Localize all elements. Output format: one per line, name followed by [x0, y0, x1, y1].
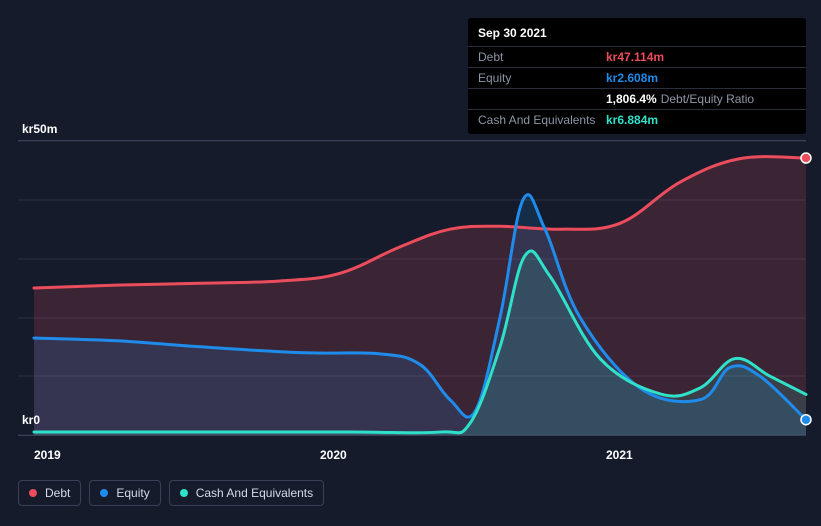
- y-axis-label: kr50m: [22, 122, 57, 136]
- tooltip-row: Debtkr47.114m: [468, 46, 806, 67]
- legend-item-cash-and-equivalents[interactable]: Cash And Equivalents: [169, 480, 324, 506]
- x-axis-label: 2019: [34, 448, 61, 462]
- tooltip-value: kr2.608m: [606, 71, 658, 85]
- legend-label: Cash And Equivalents: [196, 486, 313, 500]
- chart-legend: Debt Equity Cash And Equivalents: [18, 480, 324, 506]
- tooltip-row: Cash And Equivalentskr6.884m: [468, 109, 806, 134]
- tooltip-label: Cash And Equivalents: [478, 113, 606, 127]
- chart-tooltip: Sep 30 2021 Debtkr47.114mEquitykr2.608m1…: [468, 18, 806, 134]
- x-axis-label: 2021: [606, 448, 633, 462]
- tooltip-label: Equity: [478, 71, 606, 85]
- y-axis-label: kr0: [22, 413, 40, 427]
- tooltip-date: Sep 30 2021: [468, 18, 806, 46]
- tooltip-value: 1,806.4%Debt/Equity Ratio: [606, 92, 754, 106]
- tooltip-row: 1,806.4%Debt/Equity Ratio: [468, 88, 806, 109]
- tooltip-row: Equitykr2.608m: [468, 67, 806, 88]
- legend-dot-icon: [100, 489, 108, 497]
- legend-dot-icon: [29, 489, 37, 497]
- tooltip-sublabel: Debt/Equity Ratio: [661, 92, 754, 106]
- x-axis-label: 2020: [320, 448, 347, 462]
- tooltip-value: kr47.114m: [606, 50, 664, 64]
- tooltip-label: [478, 92, 606, 106]
- legend-label: Debt: [45, 486, 70, 500]
- legend-item-equity[interactable]: Equity: [89, 480, 160, 506]
- legend-dot-icon: [180, 489, 188, 497]
- tooltip-label: Debt: [478, 50, 606, 64]
- legend-item-debt[interactable]: Debt: [18, 480, 81, 506]
- financial-chart: kr50mkr0 201920202021 Sep 30 2021 Debtkr…: [0, 0, 821, 526]
- tooltip-value: kr6.884m: [606, 113, 658, 127]
- legend-label: Equity: [116, 486, 149, 500]
